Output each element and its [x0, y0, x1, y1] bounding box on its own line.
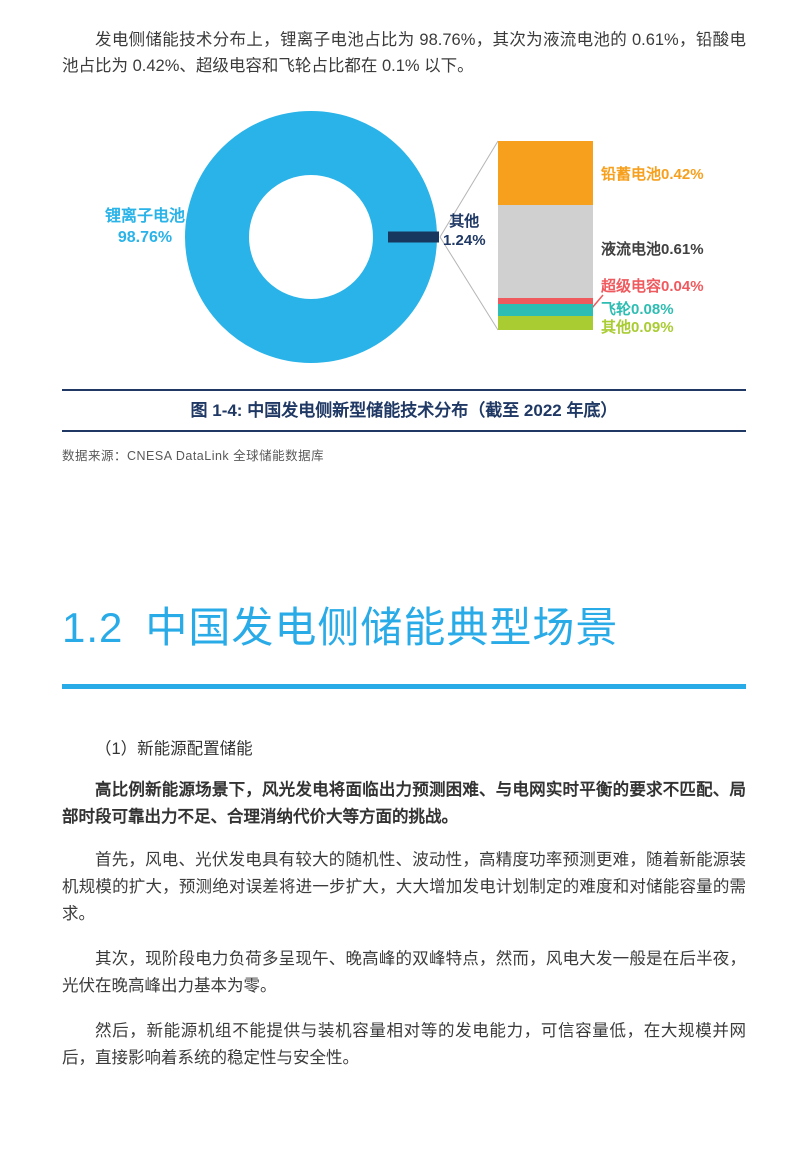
connector-line-bottom: [439, 236, 499, 331]
breakout-bar: [498, 141, 593, 330]
bar-label-other: 其他0.09%: [601, 319, 674, 336]
figure-caption-block: 图 1-4: 中国发电侧新型储能技术分布（截至 2022 年底）: [62, 389, 746, 432]
other-label-name: 其他: [449, 213, 480, 230]
donut-ring-lithium: [185, 111, 437, 363]
bar-label-flywheel: 飞轮0.08%: [601, 301, 674, 318]
donut-chart-canvas: [185, 111, 604, 363]
other-label-value: 1.24%: [443, 232, 486, 249]
paragraph-first: 首先，风电、光伏发电具有较大的随机性、波动性，高精度功率预测更难，随着新能源装机…: [62, 851, 746, 923]
donut-slice-other: [388, 231, 439, 243]
donut-label-name: 锂离子电池: [104, 208, 185, 225]
section-heading: 1.2 中国发电侧储能典型场景: [62, 604, 746, 652]
section-title: 中国发电侧储能典型场景: [145, 604, 619, 651]
section-number: 1.2: [62, 604, 124, 651]
donut-label-lithium: 锂离子电池 98.76%: [85, 206, 205, 248]
leader-line-supercapacitor: [591, 294, 604, 309]
paragraph-challenges-bold: 高比例新能源场景下，风光发电将面临出力预测困难、与电网实时平衡的要求不匹配、局部…: [62, 781, 746, 826]
connector-line-top: [439, 140, 499, 238]
bar-label-flow-battery: 液流电池0.61%: [601, 241, 704, 258]
subsection-heading: （1）新能源配置储能: [95, 740, 253, 758]
donut-label-value: 98.76%: [117, 229, 173, 246]
donut-label-other: 其他 1.24%: [443, 212, 486, 250]
paragraph-second: 其次，现阶段电力负荷多呈现午、晚高峰的双峰特点，然而，风电大发一般是在后半夜，光…: [62, 950, 746, 995]
paragraph-third: 然后，新能源机组不能提供与装机容量相对等的发电能力，可信容量低，在大规模并网后，…: [62, 1022, 746, 1067]
data-source-note: 数据来源：CNESA DataLink 全球储能数据库: [62, 449, 325, 463]
bar-label-lead-battery: 铅蓄电池0.42%: [601, 166, 704, 183]
figure-donut-chart: 锂离子电池 98.76% 其他 1.24% 铅蓄电池0.42% 液流电池0.61…: [0, 111, 800, 389]
bar-label-supercapacitor: 超级电容0.04%: [601, 278, 704, 295]
section-heading-rule: [62, 684, 746, 689]
bar-segment-其他-5: [498, 316, 593, 330]
bar-segment-飞轮-4: [498, 304, 593, 317]
figure-caption: 图 1-4: 中国发电侧新型储能技术分布（截至 2022 年底）: [190, 401, 618, 420]
bar-segment-液流电池-2: [498, 205, 593, 298]
bar-segment-铅蓄电池-1: [498, 141, 593, 206]
intro-paragraph: 发电侧储能技术分布上，锂离子电池占比为 98.76%，其次为液流电池的 0.61…: [62, 31, 746, 75]
bar-segment-超级电容-3: [498, 297, 593, 305]
